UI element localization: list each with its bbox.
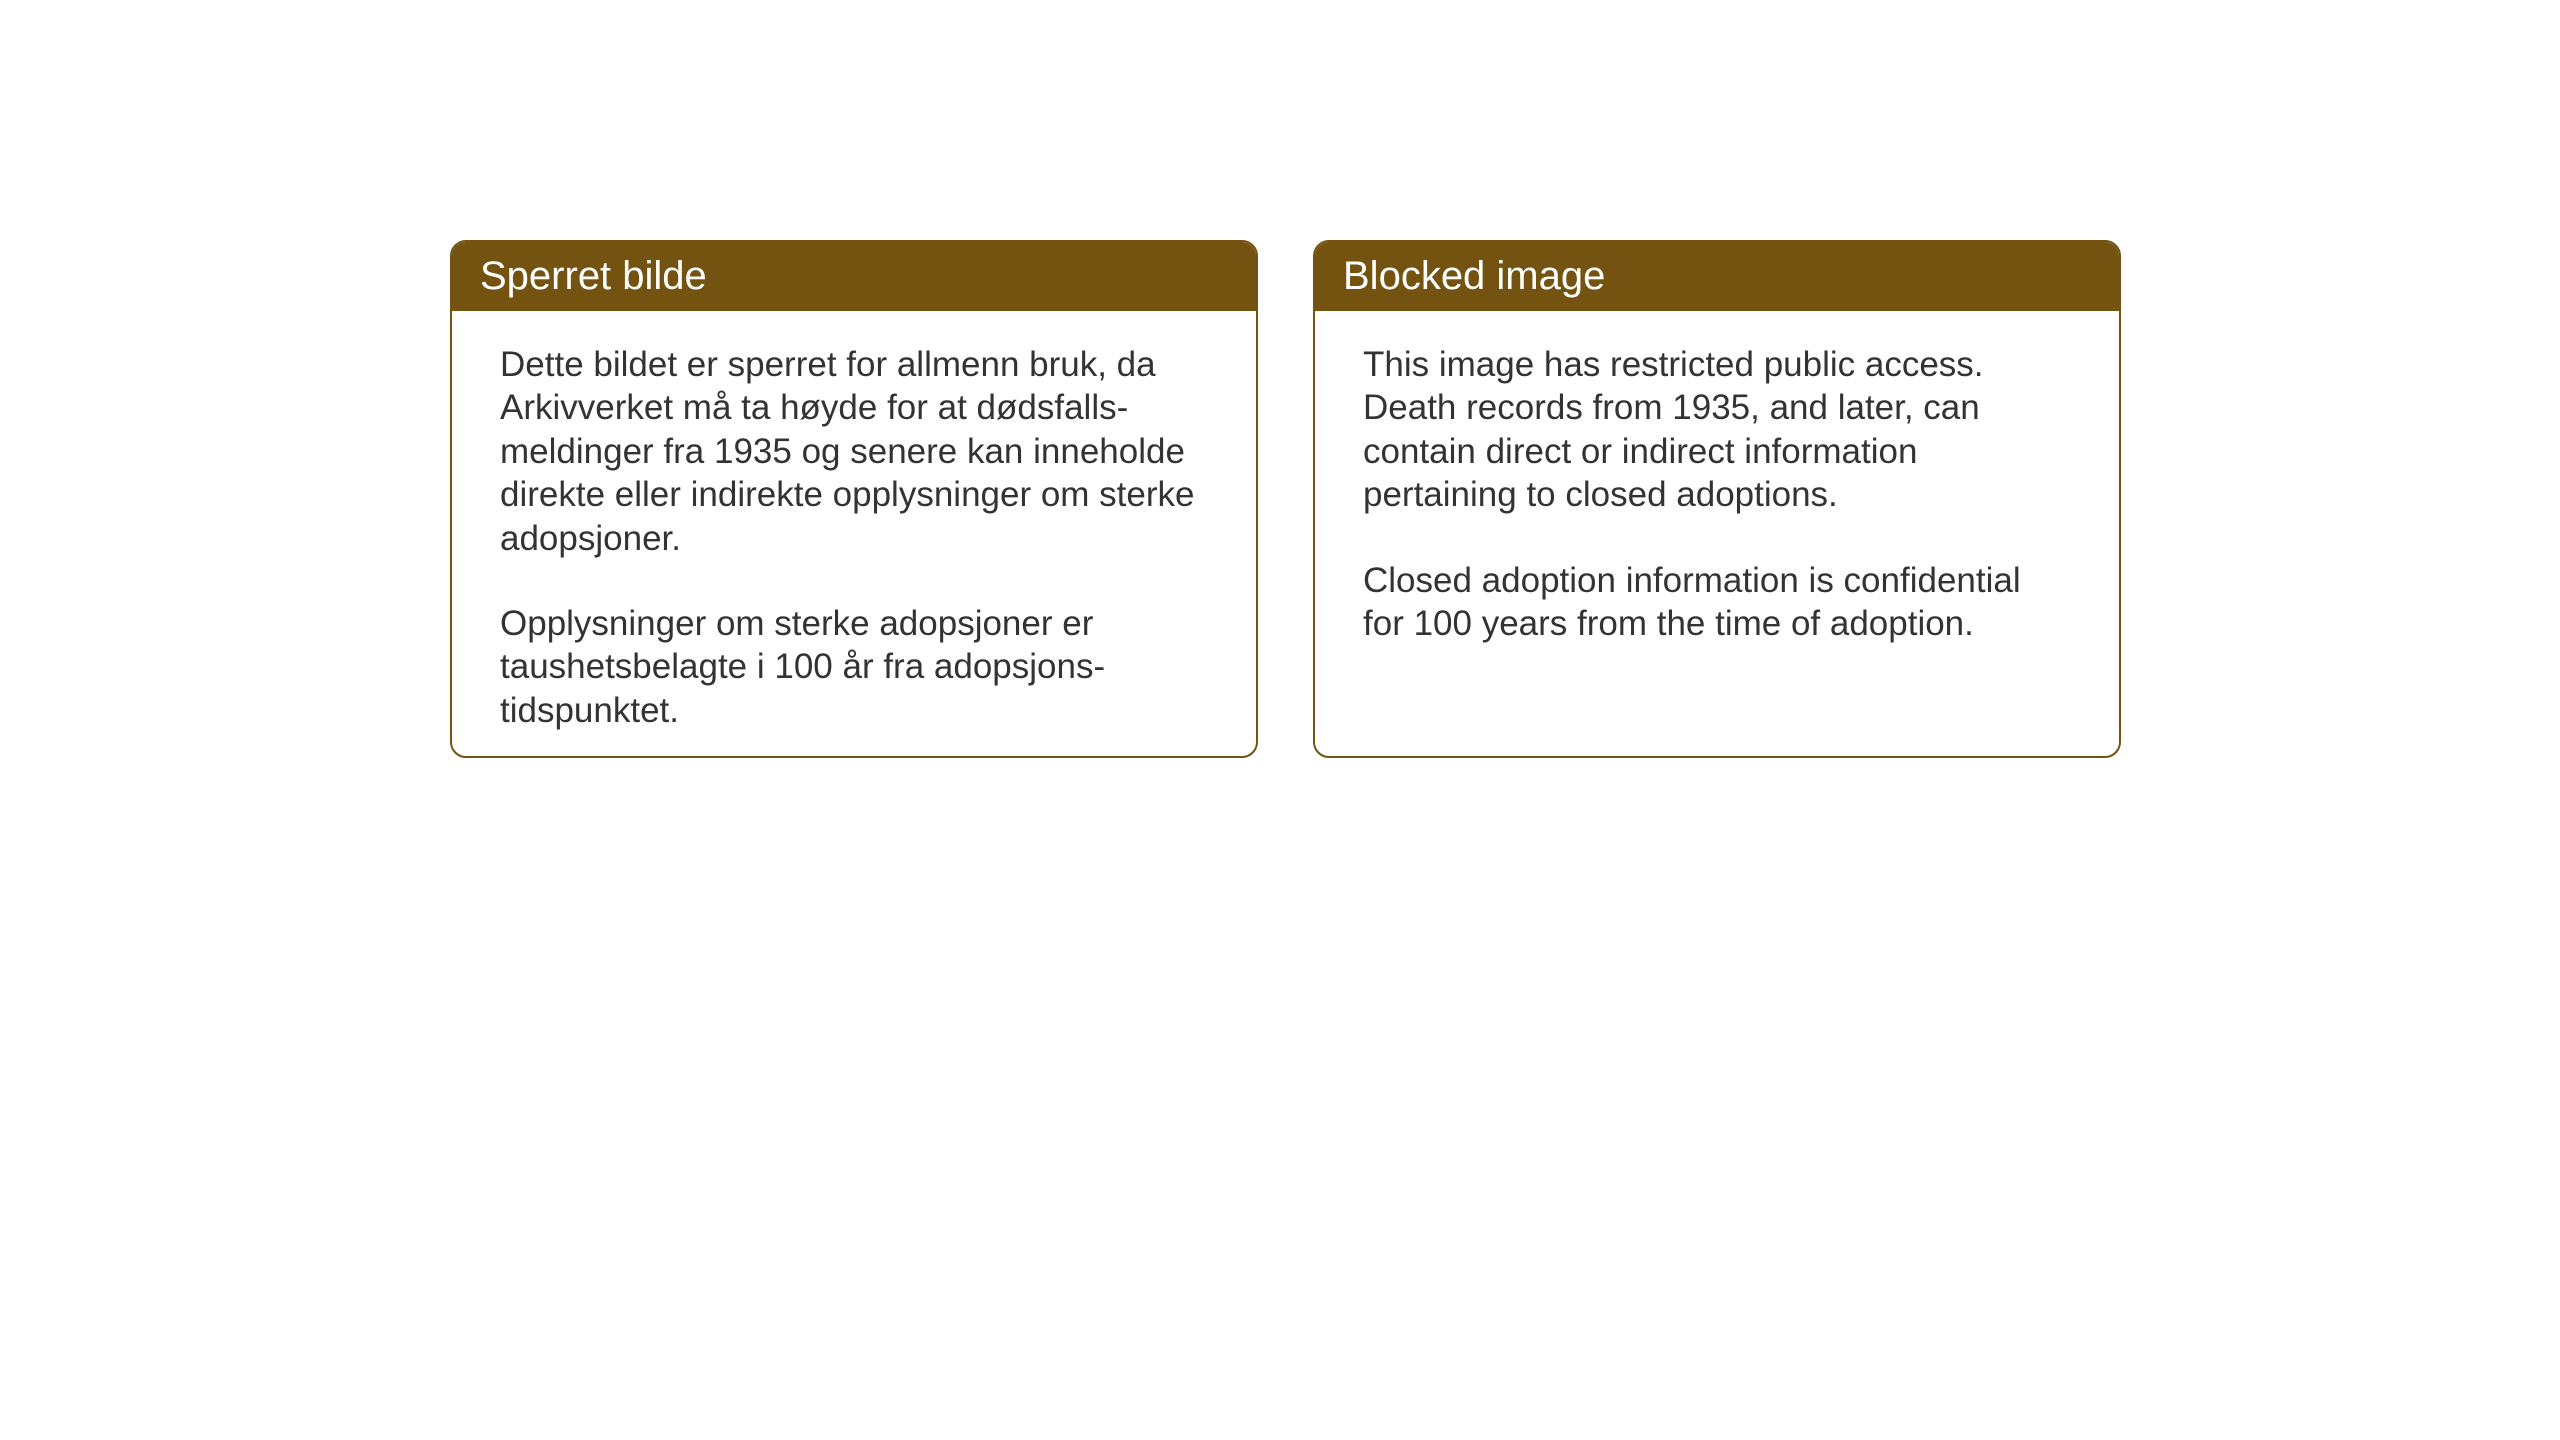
- notice-paragraph-1-english: This image has restricted public access.…: [1363, 343, 2071, 517]
- notice-paragraph-2-norwegian: Opplysninger om sterke adopsjoner er tau…: [500, 602, 1208, 732]
- notice-body-norwegian: Dette bildet er sperret for allmenn bruk…: [452, 311, 1256, 756]
- notice-paragraph-1-norwegian: Dette bildet er sperret for allmenn bruk…: [500, 343, 1208, 560]
- notice-body-english: This image has restricted public access.…: [1315, 311, 2119, 756]
- notice-card-norwegian: Sperret bilde Dette bildet er sperret fo…: [450, 240, 1258, 758]
- notice-title-english: Blocked image: [1315, 242, 2119, 311]
- notice-paragraph-2-english: Closed adoption information is confident…: [1363, 559, 2071, 646]
- notice-title-norwegian: Sperret bilde: [452, 242, 1256, 311]
- notice-card-english: Blocked image This image has restricted …: [1313, 240, 2121, 758]
- notice-container: Sperret bilde Dette bildet er sperret fo…: [0, 0, 2560, 758]
